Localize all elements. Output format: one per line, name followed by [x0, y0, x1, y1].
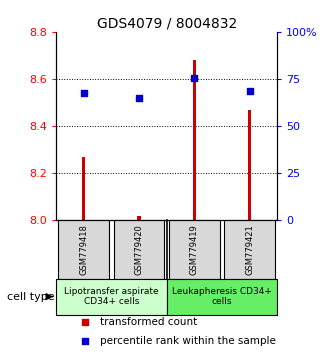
Bar: [167, 279, 277, 315]
Text: GSM779420: GSM779420: [135, 224, 144, 275]
Bar: [169, 220, 220, 279]
Text: GSM779421: GSM779421: [245, 224, 254, 275]
Bar: [193, 60, 196, 220]
Bar: [82, 157, 85, 220]
Text: transformed count: transformed count: [100, 318, 198, 327]
Bar: [56, 279, 167, 315]
Point: [136, 95, 142, 101]
Bar: [114, 220, 164, 279]
Point: [247, 88, 252, 94]
Bar: [137, 216, 141, 220]
Text: Lipotransfer aspirate
CD34+ cells: Lipotransfer aspirate CD34+ cells: [64, 287, 159, 306]
Point: [82, 338, 87, 344]
Title: GDS4079 / 8004832: GDS4079 / 8004832: [97, 17, 237, 31]
Text: Leukapheresis CD34+
cells: Leukapheresis CD34+ cells: [172, 287, 272, 306]
Text: percentile rank within the sample: percentile rank within the sample: [100, 336, 276, 346]
Point: [192, 75, 197, 81]
Text: GSM779418: GSM779418: [79, 224, 88, 275]
Bar: [58, 220, 109, 279]
Bar: [248, 110, 251, 220]
Text: GSM779419: GSM779419: [190, 224, 199, 275]
Text: cell type: cell type: [7, 292, 55, 302]
Bar: [224, 220, 275, 279]
Point: [82, 320, 87, 325]
Point: [81, 90, 86, 96]
